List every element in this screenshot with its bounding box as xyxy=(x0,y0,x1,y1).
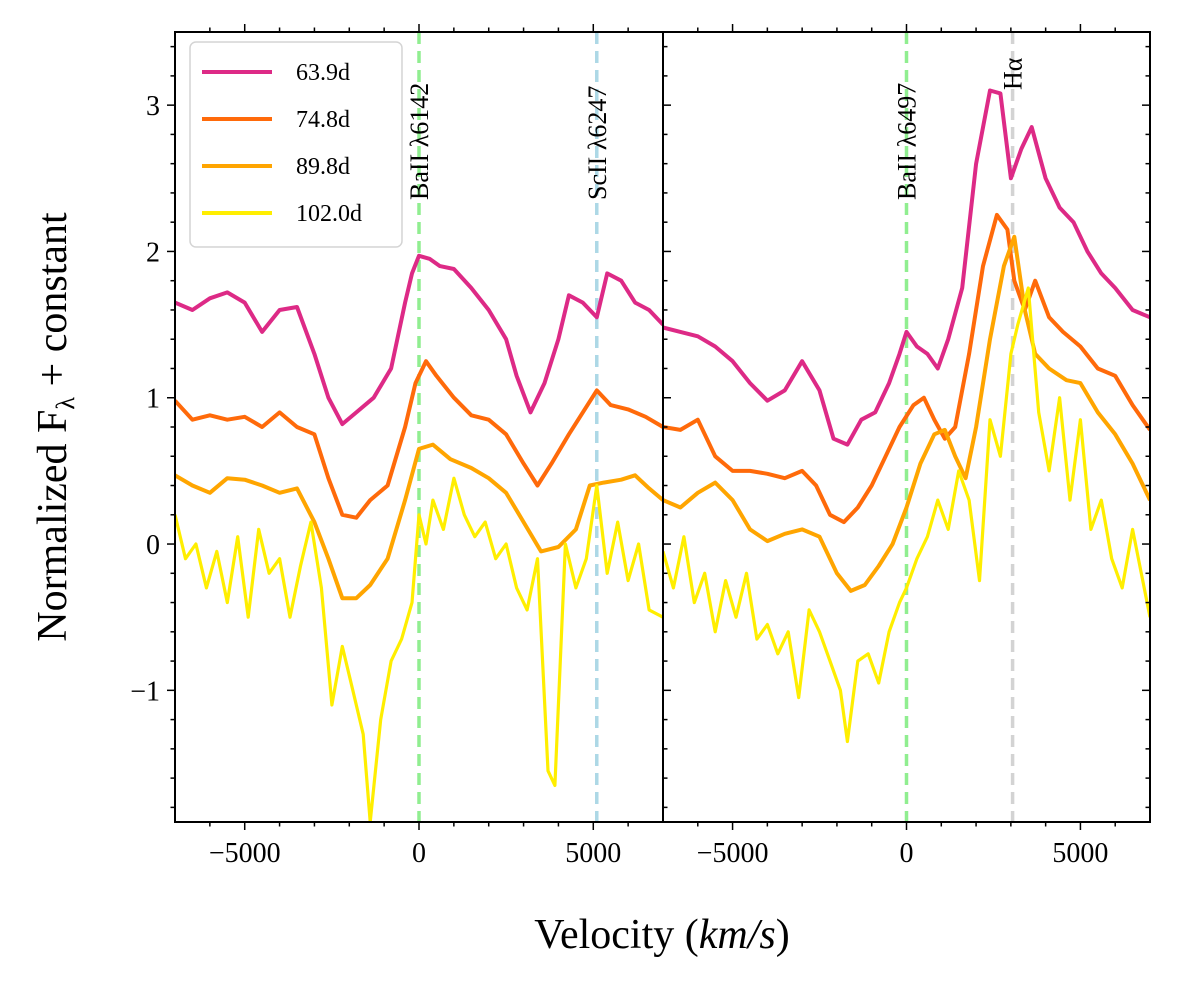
left-line-labels: BaII λ6142 ScII λ6247 xyxy=(405,83,612,200)
y-tick-label-4: −1 xyxy=(130,676,160,707)
left-spectra xyxy=(175,253,663,822)
right-line-label-0: BaII λ6497 xyxy=(893,83,922,200)
right-series-89.8d xyxy=(663,234,1150,593)
left-ticks: −5000 0 5000 xyxy=(209,24,629,869)
left-line-label-1: ScII λ6247 xyxy=(583,86,612,200)
left-x-tick-label-1: 0 xyxy=(412,838,426,869)
left-series-102.0d xyxy=(175,476,663,822)
left-x-tick-label-0: −5000 xyxy=(209,838,281,869)
y-tick-label-1: 2 xyxy=(146,237,160,268)
legend-label-0: 63.9d xyxy=(296,60,350,86)
right-ticks: −5000 0 5000 xyxy=(697,24,1116,869)
legend-label-1: 74.8d xyxy=(296,107,350,133)
right-reference-lines xyxy=(904,32,1015,822)
right-spectra xyxy=(663,88,1150,744)
y-axis-title: Normalized Fλ + constant xyxy=(30,212,80,642)
x-axis-title: Velocity (km/s) xyxy=(534,912,789,958)
right-line-labels: BaII λ6497 Hα xyxy=(893,57,1028,200)
right-x-tick-label-2: 5000 xyxy=(1052,838,1108,869)
left-line-label-0: BaII λ6142 xyxy=(405,83,434,200)
legend-box xyxy=(189,41,403,248)
right-line-label-1: Hα xyxy=(999,57,1028,90)
right-series-102.0d xyxy=(663,286,1150,744)
y-tick-label-0: 3 xyxy=(146,91,160,122)
left-series-63.9d xyxy=(175,253,663,427)
right-x-tick-label-0: −5000 xyxy=(697,838,769,869)
legend: 63.9d 74.8d 89.8d 102.0d xyxy=(189,41,403,248)
left-series-74.8d xyxy=(175,359,663,520)
right-series-63.9d xyxy=(663,88,1150,447)
legend-label-3: 102.0d xyxy=(296,201,362,227)
left-series-89.8d xyxy=(175,442,663,601)
left-reference-lines xyxy=(417,32,599,822)
right-x-tick-label-1: 0 xyxy=(900,838,914,869)
y-tick-label-2: 1 xyxy=(146,384,160,415)
right-panel: BaII λ6497 Hα −5000 0 5000 xyxy=(662,24,1151,869)
left-x-tick-label-2: 5000 xyxy=(565,838,621,869)
legend-label-2: 89.8d xyxy=(296,154,350,180)
y-axis: 3 2 1 0 −1 xyxy=(130,45,1150,809)
y-tick-label-3: 0 xyxy=(146,530,160,561)
right-series-74.8d xyxy=(663,212,1150,525)
